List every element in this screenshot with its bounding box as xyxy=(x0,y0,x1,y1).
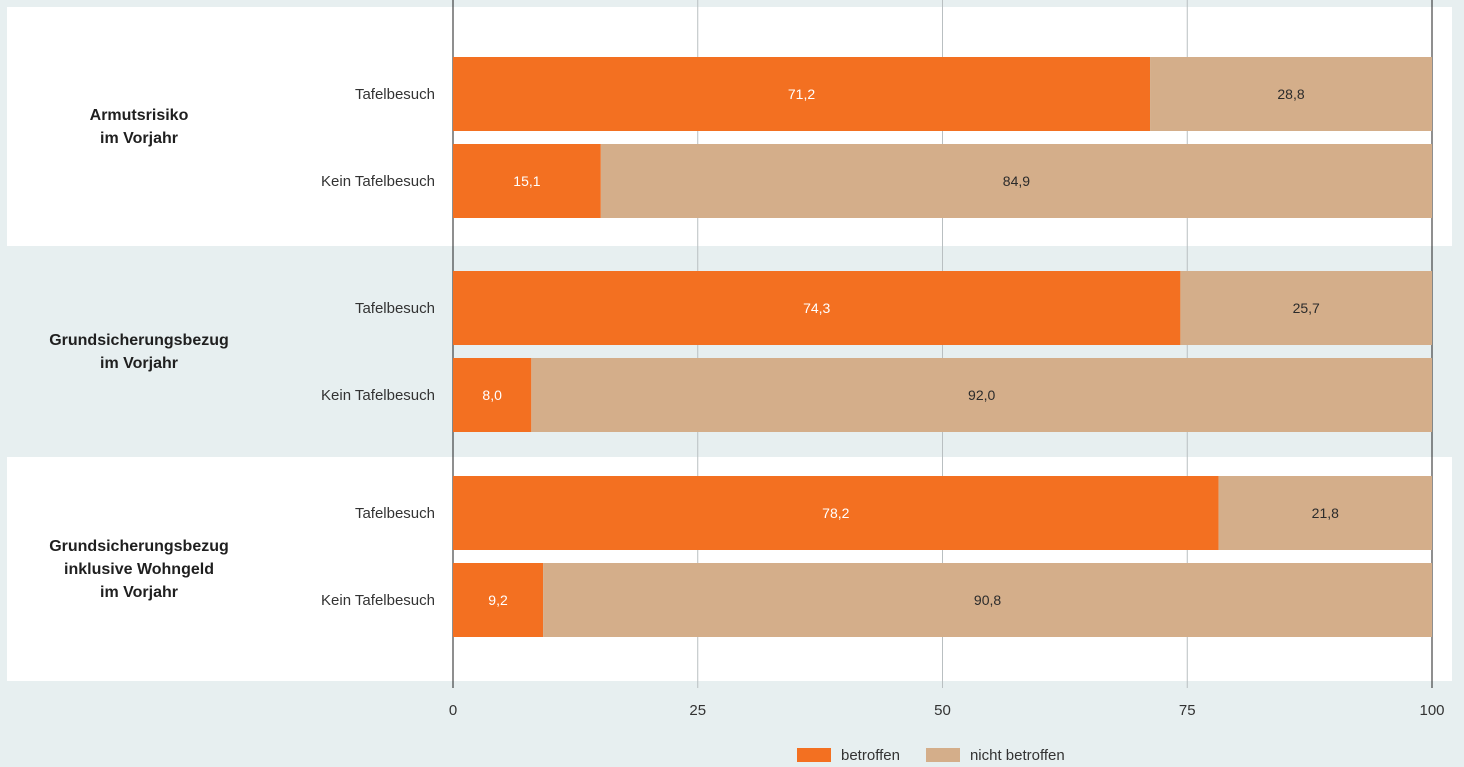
x-tick-label: 50 xyxy=(934,702,951,719)
legend-item-betroffen: betroffen xyxy=(797,747,900,764)
bar-nicht-betroffen xyxy=(1218,476,1432,550)
data-label: 92,0 xyxy=(968,387,995,403)
x-tick-label: 25 xyxy=(689,702,706,719)
bar-betroffen xyxy=(453,57,1151,131)
data-label: 25,7 xyxy=(1293,300,1320,316)
bar-betroffen xyxy=(453,271,1181,345)
data-label: 8,0 xyxy=(482,387,502,403)
bar-betroffen xyxy=(453,358,532,432)
data-label: 84,9 xyxy=(1003,173,1030,189)
group-label-line: im Vorjahr xyxy=(100,584,178,601)
bar-betroffen xyxy=(453,476,1219,550)
group-label: Armutsrisiko im Vorjahr xyxy=(90,107,189,147)
stacked-bar-chart: Armutsrisiko im Vorjahr Tafelbesuch 71,2 28,… xyxy=(7,0,1452,719)
x-tick-label: 100 xyxy=(1419,702,1444,719)
bars xyxy=(453,57,1432,637)
bar-betroffen xyxy=(453,563,544,637)
legend-swatch-nicht-betroffen xyxy=(925,748,960,762)
legend-label-betroffen: betroffen xyxy=(841,746,900,764)
group-label: Grundsicherungsbezug im Vorjahr xyxy=(49,332,229,372)
bar-nicht-betroffen xyxy=(543,563,1432,637)
bar-nicht-betroffen xyxy=(1150,57,1432,131)
data-label: 78,2 xyxy=(822,505,849,521)
data-label: 15,1 xyxy=(513,173,540,189)
group-label-line: Grundsicherungsbezug xyxy=(49,538,229,555)
row-label: Kein Tafelbesuch xyxy=(321,387,435,404)
labels: Armutsrisiko im Vorjahr Tafelbesuch 71,2 28,… xyxy=(49,86,1339,609)
x-axis: 0 25 50 75 100 xyxy=(449,702,1445,719)
row-label: Tafelbesuch xyxy=(355,300,435,317)
data-label: 28,8 xyxy=(1277,86,1304,102)
group-label-line: Grundsicherungsbezug xyxy=(49,332,229,349)
data-label: 90,8 xyxy=(974,592,1001,608)
row-label: Kein Tafelbesuch xyxy=(321,592,435,609)
bar-betroffen xyxy=(453,144,601,218)
group-label-line: inklusive Wohngeld xyxy=(64,561,214,578)
bar-nicht-betroffen xyxy=(1180,271,1432,345)
bar-nicht-betroffen xyxy=(600,144,1432,218)
group-label-line: Armutsrisiko xyxy=(90,107,189,124)
data-label: 9,2 xyxy=(488,592,508,608)
bar-nicht-betroffen xyxy=(531,358,1432,432)
data-label: 71,2 xyxy=(788,86,815,102)
legend: betroffen nicht betroffen xyxy=(797,745,1091,765)
group-label-line: im Vorjahr xyxy=(100,130,178,147)
x-tick-label: 0 xyxy=(449,702,457,719)
legend-swatch-betroffen xyxy=(797,748,831,762)
legend-label-nicht-betroffen: nicht betroffen xyxy=(969,746,1065,764)
row-label: Tafelbesuch xyxy=(355,505,435,522)
data-label: 74,3 xyxy=(803,300,830,316)
legend-item-nicht-betroffen: nicht betroffen xyxy=(925,746,1065,764)
x-tick-label: 75 xyxy=(1179,702,1196,719)
group-label-line: im Vorjahr xyxy=(100,355,178,372)
row-label: Kein Tafelbesuch xyxy=(321,173,435,190)
group-label: Grundsicherungsbezug inklusive Wohngeld im… xyxy=(49,538,229,601)
data-label: 21,8 xyxy=(1312,505,1339,521)
row-label: Tafelbesuch xyxy=(355,86,435,103)
